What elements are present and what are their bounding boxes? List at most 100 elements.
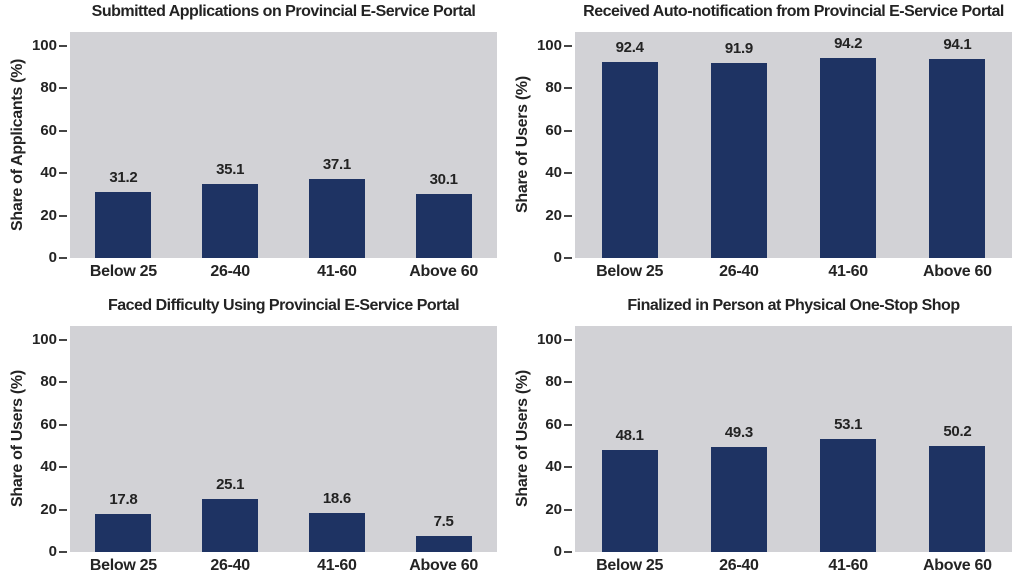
plot-area: 0 20 40 60 80 100 48.1 Below 25 49.3 26-40 53.1 41-… — [537, 326, 1012, 574]
chart-title: Faced Difficulty Using Provincial E-Serv… — [107, 297, 460, 314]
bar — [308, 179, 365, 258]
y-tick-label: 40 — [545, 458, 562, 476]
bar-value-label: 17.8 — [109, 491, 138, 509]
bar — [308, 512, 365, 552]
bar-value-label: 48.1 — [615, 427, 644, 445]
x-category-label: Below 25 — [89, 263, 157, 280]
y-tick-mark — [59, 381, 67, 384]
bar — [820, 58, 877, 258]
plot-area: 0 20 40 60 80 100 31.2 Below 25 35.1 26-40 37.1 41-… — [32, 32, 497, 280]
y-tick-mark — [59, 339, 67, 341]
x-category-label: Above 60 — [409, 557, 478, 574]
chart-panel-faced-difficulty: Faced Difficulty Using Provincial E-Serv… — [0, 294, 512, 588]
bar-value-label: 7.5 — [433, 513, 454, 531]
chart-panel-finalized-in-person: Finalized in Person at Physical One-Stop… — [512, 294, 1024, 588]
y-tick-mark — [59, 87, 67, 90]
y-tick-label: 60 — [545, 415, 562, 433]
y-tick-label: 20 — [40, 500, 57, 518]
bar — [415, 536, 472, 552]
y-tick-mark — [59, 45, 67, 47]
y-tick-label: 40 — [40, 458, 57, 476]
y-tick-mark — [564, 339, 572, 341]
bar — [601, 62, 658, 258]
bar-value-label: 35.1 — [216, 160, 245, 178]
bar-value-label: 94.1 — [943, 35, 972, 53]
y-tick-label: 20 — [40, 206, 57, 224]
y-tick-mark — [59, 172, 67, 175]
x-category-label: 41-60 — [828, 557, 868, 574]
y-tick-mark — [564, 87, 572, 90]
x-category-label: Above 60 — [409, 263, 478, 280]
y-tick-mark — [564, 129, 572, 132]
y-tick-label: 0 — [48, 249, 57, 266]
plot-area: 0 20 40 60 80 100 17.8 Below 25 25.1 26-40 18.6 41-… — [32, 326, 497, 574]
bar-value-label: 53.1 — [834, 416, 863, 434]
y-tick-mark — [564, 381, 572, 384]
y-tick-mark — [59, 551, 67, 553]
y-tick-mark — [59, 257, 67, 259]
bar-value-label: 31.2 — [109, 168, 138, 186]
y-tick-label: 0 — [48, 543, 57, 560]
y-tick-label: 60 — [545, 121, 562, 139]
y-tick-mark — [59, 508, 67, 511]
bar-value-label: 92.4 — [615, 39, 644, 57]
y-tick-label: 20 — [545, 206, 562, 224]
y-tick-label: 80 — [545, 79, 562, 97]
x-category-label: 26-40 — [210, 263, 250, 280]
x-category-label: 41-60 — [317, 557, 357, 574]
x-category-label: 26-40 — [719, 557, 759, 574]
y-tick-label: 80 — [40, 373, 57, 391]
bar-value-label: 25.1 — [216, 475, 245, 493]
x-category-label: 26-40 — [210, 557, 250, 574]
bar-value-label: 18.6 — [322, 489, 351, 507]
bar — [710, 447, 767, 552]
y-tick-mark — [564, 423, 572, 426]
x-category-label: Above 60 — [923, 557, 992, 574]
x-category-label: Above 60 — [923, 263, 992, 280]
plot-area: 0 20 40 60 80 100 92.4 Below 25 91.9 26-40 94.2 41-… — [537, 32, 1012, 280]
chart-title: Submitted Applications on Provincial E-S… — [91, 3, 476, 20]
y-tick-label: 100 — [31, 37, 57, 54]
y-tick-label: 40 — [545, 164, 562, 182]
y-tick-mark — [564, 508, 572, 511]
bar-value-label: 91.9 — [724, 40, 753, 58]
y-tick-label: 100 — [31, 331, 57, 348]
y-tick-label: 100 — [536, 37, 562, 54]
y-tick-label: 20 — [545, 500, 562, 518]
bar — [415, 194, 472, 258]
y-tick-mark — [564, 257, 572, 259]
chart-title: Finalized in Person at Physical One-Stop… — [627, 297, 960, 314]
bar — [202, 183, 259, 258]
bar — [601, 450, 658, 552]
bar — [929, 58, 986, 258]
y-tick-label: 60 — [40, 415, 57, 433]
y-tick-label: 80 — [545, 373, 562, 391]
y-tick-label: 60 — [40, 121, 57, 139]
chart-panel-received-auto-notification: Received Auto-notification from Provinci… — [512, 0, 1024, 294]
y-tick-label: 0 — [553, 249, 562, 266]
bar — [710, 63, 767, 258]
y-tick-label: 40 — [40, 164, 57, 182]
bar-value-label: 37.1 — [322, 156, 351, 174]
bar-value-label: 50.2 — [943, 422, 972, 440]
chart-title: Received Auto-notification from Provinci… — [583, 3, 1004, 20]
y-tick-mark — [564, 45, 572, 47]
y-tick-label: 0 — [553, 543, 562, 560]
x-category-label: 26-40 — [719, 263, 759, 280]
y-tick-mark — [59, 466, 67, 469]
x-category-label: 41-60 — [317, 263, 357, 280]
y-tick-mark — [564, 214, 572, 217]
bar — [820, 439, 877, 552]
bar — [929, 445, 986, 552]
y-tick-mark — [564, 172, 572, 175]
chart-panel-submitted-applications: Submitted Applications on Provincial E-S… — [0, 0, 512, 294]
y-tick-mark — [564, 551, 572, 553]
bar — [95, 191, 152, 258]
bar-value-label: 49.3 — [724, 424, 753, 442]
x-category-label: Below 25 — [596, 557, 664, 574]
y-tick-mark — [59, 423, 67, 426]
x-category-label: Below 25 — [596, 263, 664, 280]
y-tick-label: 100 — [536, 331, 562, 348]
y-tick-mark — [59, 214, 67, 217]
